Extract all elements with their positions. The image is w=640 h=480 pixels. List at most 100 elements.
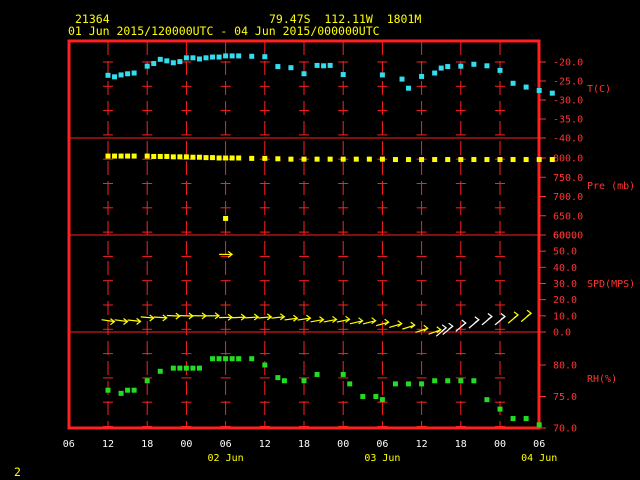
data-point-temperature xyxy=(144,63,150,69)
wind-arrow xyxy=(389,320,403,328)
wind-arrow xyxy=(153,314,168,322)
wind-arrow-head xyxy=(175,312,181,320)
data-point-rh xyxy=(216,356,222,362)
wind-arrow-head xyxy=(123,318,129,326)
wind-arrow-shaft xyxy=(271,316,285,319)
data-point-pressure xyxy=(458,157,464,163)
data-point-rh xyxy=(484,397,490,403)
data-point-rh xyxy=(392,381,398,387)
data-point-temperature xyxy=(536,88,542,93)
x-date-label: 03 Jun xyxy=(364,453,400,464)
wind-arrow-shaft xyxy=(402,324,415,330)
wind-arrow-shaft xyxy=(284,317,298,321)
wind-arrow-head xyxy=(149,314,155,322)
wind-arrow-head xyxy=(410,321,416,329)
y-tick-label: -25.0 xyxy=(553,77,583,88)
data-point-temperature xyxy=(223,53,229,59)
y-tick-label: 50.0 xyxy=(553,247,577,258)
wind-arrow-head xyxy=(474,316,480,324)
data-point-temperature xyxy=(314,62,320,68)
wind-arrow-shaft xyxy=(114,319,128,323)
grid xyxy=(67,39,541,430)
wind-arrow-head xyxy=(441,324,448,332)
data-point-rh xyxy=(347,381,353,387)
wind-arrow xyxy=(428,326,442,335)
data-point-temperature xyxy=(105,72,111,78)
x-tick-label: 18 xyxy=(141,439,153,450)
wind-arrow xyxy=(402,321,416,330)
data-point-pressure xyxy=(353,156,359,162)
wind-arrow-shaft xyxy=(101,319,115,323)
wind-arrow-head xyxy=(371,317,377,325)
y-tick-label: 700.0 xyxy=(553,192,583,203)
data-point-temperature xyxy=(131,70,137,76)
data-point-rh xyxy=(301,378,307,384)
data-point-pressure xyxy=(484,157,490,163)
wind-arrow xyxy=(362,317,377,325)
data-point-rh xyxy=(432,378,438,384)
data-point-pressure xyxy=(223,155,229,161)
wind-arrow-shaft xyxy=(140,316,154,319)
wind-arrow-head xyxy=(358,317,364,325)
wind-arrow xyxy=(127,317,142,325)
wind-arrow-shaft xyxy=(153,316,167,319)
wind-arrow-head xyxy=(162,314,168,322)
data-point-pressure xyxy=(203,155,209,161)
wind-arrow xyxy=(481,313,493,326)
x-date-label: 02 Jun xyxy=(208,453,244,464)
data-point-pressure xyxy=(164,153,170,159)
data-point-temperature xyxy=(523,84,529,90)
data-point-rh xyxy=(118,390,124,396)
wind-arrow-shaft xyxy=(428,329,441,335)
wind-arrow xyxy=(494,313,506,326)
data-point-temperature xyxy=(327,62,333,68)
x-tick-label: 06 xyxy=(63,439,75,450)
wind-arrow xyxy=(468,316,480,329)
data-point-rh xyxy=(373,394,379,399)
data-point-pressure xyxy=(249,155,255,161)
data-point-pressure xyxy=(379,156,385,162)
data-point-rh xyxy=(419,381,425,387)
page-number: 2 xyxy=(14,465,21,479)
data-point-rh xyxy=(223,356,229,362)
wind-arrow xyxy=(101,318,116,326)
wind-arrow xyxy=(284,314,299,322)
y-tick-label: 60.0 xyxy=(553,231,577,242)
wind-arrow xyxy=(310,316,325,324)
data-point-rh xyxy=(281,378,287,384)
data-point-rh xyxy=(510,416,516,422)
data-point-pressure xyxy=(432,157,438,163)
wind-arrow-head xyxy=(240,313,247,321)
wind-arrow xyxy=(114,318,129,326)
wind-arrow-shaft xyxy=(232,316,246,319)
wind-arrow-shaft xyxy=(362,320,376,325)
x-tick-label: 00 xyxy=(494,439,506,450)
data-point-temperature xyxy=(445,64,451,70)
wind-arrow-head xyxy=(293,314,299,322)
wind-arrow xyxy=(336,315,351,323)
data-point-rh xyxy=(190,365,196,371)
data-point-rh xyxy=(275,375,281,381)
wind-arrow xyxy=(435,324,448,337)
data-point-rh xyxy=(125,387,131,393)
data-point-pressure xyxy=(144,153,150,159)
wind-arrow-head xyxy=(384,318,390,326)
time-period: 01 Jun 2015/120000UTC - 04 Jun 2015/0000… xyxy=(68,24,380,38)
data-point-pressure xyxy=(392,157,398,163)
data-point-pressure xyxy=(223,215,229,221)
data-point-pressure xyxy=(549,157,555,163)
data-point-pressure xyxy=(216,155,222,161)
data-point-pressure xyxy=(236,155,242,161)
x-tick-label: 00 xyxy=(337,439,349,450)
y-tick-label: 80.0 xyxy=(553,361,577,372)
data-point-rh xyxy=(314,371,320,377)
wind-arrow xyxy=(192,312,207,320)
y-tick-label: 70.0 xyxy=(553,424,577,435)
data-point-temperature xyxy=(170,60,176,66)
data-point-rh xyxy=(536,422,542,428)
data-point-pressure xyxy=(536,157,542,163)
wind-arrow-head xyxy=(227,313,234,321)
y-tick-label: -35.0 xyxy=(553,115,583,126)
wind-arrow-head xyxy=(266,313,273,321)
wind-arrow xyxy=(219,313,234,321)
